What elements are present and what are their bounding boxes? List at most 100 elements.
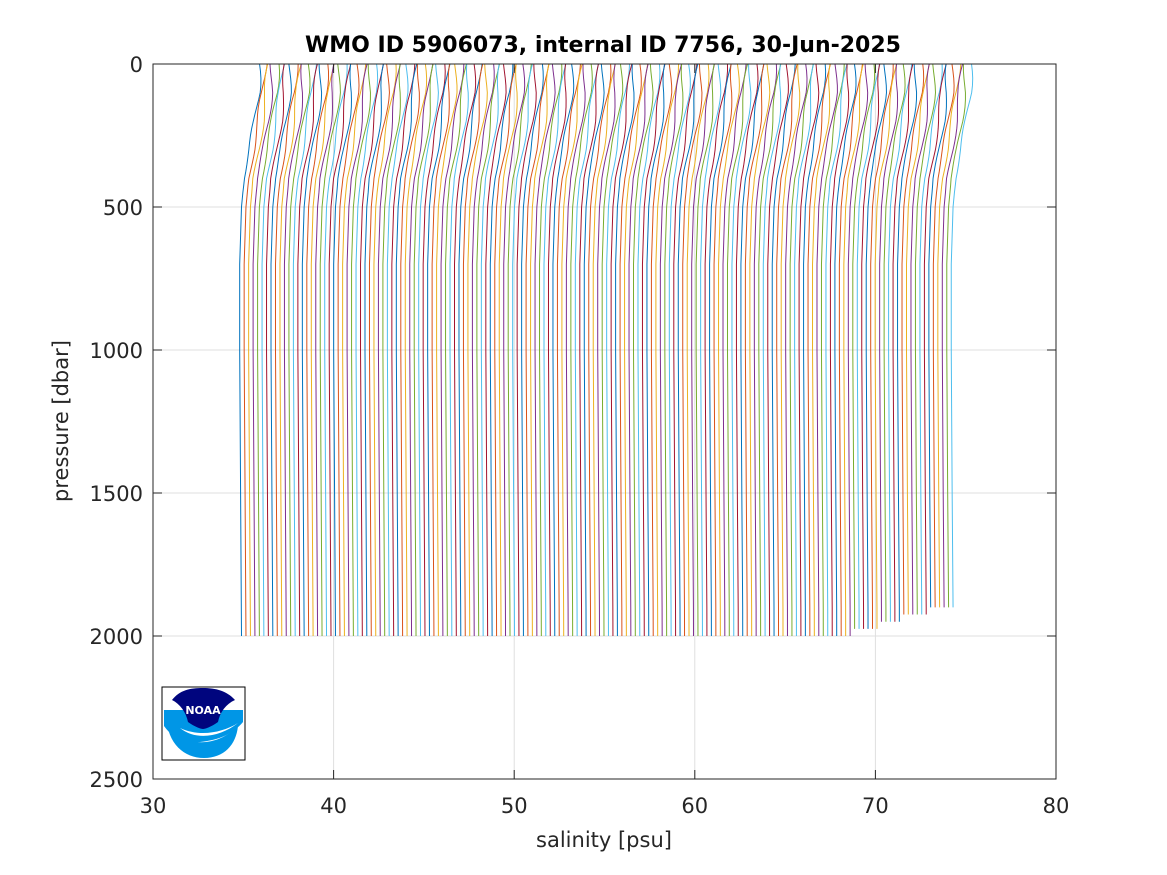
profile-line [346, 63, 368, 637]
profile-line [315, 63, 335, 637]
profile-line [382, 63, 401, 637]
profile-line [633, 63, 654, 637]
profile-line [677, 63, 699, 637]
profile-line [834, 63, 857, 637]
y-tick-label: 500 [103, 196, 143, 220]
noaa-logo: NOAA [161, 686, 246, 761]
profile-line [597, 63, 616, 637]
y-tick-label: 0 [130, 53, 143, 77]
profile-line [807, 63, 831, 637]
profile-line [525, 63, 550, 637]
profile-line [386, 63, 409, 637]
profile-line [592, 63, 616, 637]
profile-line [588, 63, 612, 637]
y-tick-label: 2000 [90, 625, 143, 649]
profile-line [825, 63, 848, 637]
profile-line [328, 63, 352, 637]
profile-line [337, 63, 360, 637]
profile-line [771, 63, 796, 637]
profile-line [270, 63, 292, 637]
x-tick-label: 40 [320, 794, 347, 818]
y-tick-label: 2500 [90, 768, 143, 792]
profile-line [395, 63, 418, 637]
profile-line [695, 63, 715, 637]
profile-line [673, 63, 698, 637]
profile-line [610, 63, 633, 637]
x-axis-label: salinity [psu] [536, 828, 672, 852]
profile-line [910, 63, 930, 615]
profile-line [239, 63, 262, 637]
profile-line [324, 63, 348, 637]
profile-line [454, 63, 477, 637]
profile-line [664, 63, 684, 637]
noaa-logo-globe-icon [172, 688, 235, 729]
profile-line [803, 63, 827, 636]
profile-line [409, 63, 434, 637]
profile-line [941, 63, 964, 608]
profile-line [798, 63, 820, 637]
profile-line [762, 63, 782, 637]
profile-line [735, 63, 759, 637]
profile-line [655, 63, 680, 637]
profile-line [391, 63, 416, 637]
chart-title: WMO ID 5906073, internal ID 7756, 30-Jun… [305, 33, 901, 58]
y-tick-label: 1000 [90, 339, 143, 363]
profile-line [503, 63, 526, 637]
profile-line [539, 63, 563, 637]
profile-line [521, 63, 544, 637]
profile-line [682, 63, 703, 637]
profile-line [722, 63, 747, 637]
profile-line [552, 63, 575, 637]
profile-line [377, 63, 401, 637]
profile-line [480, 63, 500, 637]
profile-line [718, 63, 740, 637]
noaa-logo-swoosh-icon [180, 723, 238, 736]
profile-line [713, 63, 733, 637]
profile-line [740, 63, 765, 637]
profile-line [780, 63, 801, 637]
profile-line [530, 63, 550, 637]
profile-line [422, 63, 446, 637]
profile-line [914, 63, 937, 615]
noaa-logo-bowl-icon [166, 717, 238, 758]
profile-line [471, 63, 495, 637]
profile-line [252, 63, 274, 637]
profile-line [812, 63, 831, 637]
profile-line [283, 63, 304, 637]
profile-line [248, 63, 269, 637]
profile-line [449, 63, 469, 637]
profile-line [785, 63, 808, 637]
profile-line [355, 63, 379, 637]
profile-line [820, 63, 845, 637]
profile-line [950, 63, 974, 608]
profile-line [266, 63, 285, 637]
profile-line [279, 63, 302, 637]
profile-line [467, 63, 488, 637]
profile-line [749, 63, 771, 637]
profile-line [400, 63, 420, 637]
profile-line [641, 63, 666, 637]
profile-line [731, 63, 752, 637]
profile-line [507, 63, 532, 637]
profile-line [319, 63, 341, 637]
profile-line [946, 63, 966, 608]
profile-line [767, 63, 789, 637]
profile-line [440, 63, 465, 637]
profile-line [923, 63, 947, 615]
ticks [152, 63, 1057, 780]
profile-line [601, 63, 624, 637]
profile-line [297, 63, 318, 637]
profile-line [861, 63, 881, 629]
profile-line [852, 63, 876, 629]
profile-line [637, 63, 661, 637]
profile-line [704, 63, 729, 637]
profile-line [306, 63, 330, 637]
profile-line [919, 63, 943, 615]
profile-line [565, 63, 586, 637]
profile-line [816, 63, 838, 637]
profile-line [458, 63, 483, 637]
profile-line [838, 63, 863, 637]
profile-line [404, 63, 428, 637]
profile-line [373, 63, 397, 637]
